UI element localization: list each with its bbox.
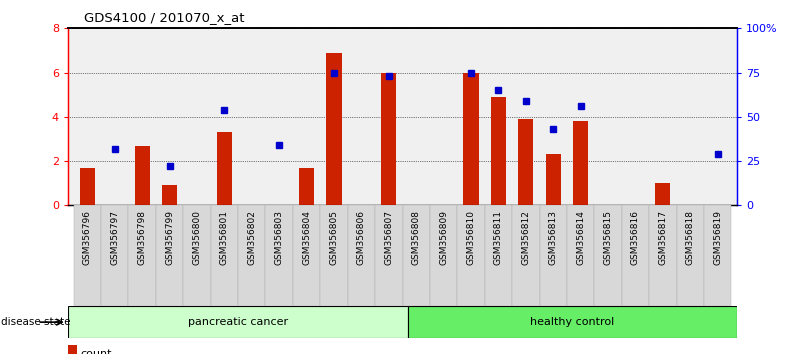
Bar — [594, 205, 622, 306]
Text: pancreatic cancer: pancreatic cancer — [188, 317, 288, 327]
Text: healthy control: healthy control — [530, 317, 614, 327]
Bar — [375, 205, 403, 306]
Bar — [183, 205, 211, 306]
Text: GSM356811: GSM356811 — [494, 210, 503, 266]
Bar — [408, 306, 737, 338]
Text: GSM356798: GSM356798 — [138, 210, 147, 266]
Bar — [217, 132, 231, 205]
Text: GSM356796: GSM356796 — [83, 210, 92, 266]
Bar — [299, 168, 314, 205]
Bar — [162, 185, 177, 205]
Bar — [622, 205, 649, 306]
Bar — [457, 205, 485, 306]
Bar — [68, 306, 408, 338]
Bar — [655, 183, 670, 205]
Text: GSM356806: GSM356806 — [357, 210, 366, 266]
Bar — [68, 344, 77, 354]
Text: GSM356814: GSM356814 — [576, 210, 586, 265]
Bar — [128, 205, 156, 306]
Bar — [704, 205, 731, 306]
Bar — [491, 97, 506, 205]
Bar — [156, 205, 183, 306]
Bar — [135, 145, 150, 205]
Bar — [574, 121, 588, 205]
Text: GSM356817: GSM356817 — [658, 210, 667, 266]
Text: GSM356801: GSM356801 — [219, 210, 229, 266]
Bar — [80, 168, 95, 205]
Text: GSM356812: GSM356812 — [521, 210, 530, 265]
Text: GSM356809: GSM356809 — [439, 210, 448, 266]
Text: GDS4100 / 201070_x_at: GDS4100 / 201070_x_at — [84, 11, 244, 24]
Bar — [320, 205, 348, 306]
Text: GSM356800: GSM356800 — [192, 210, 201, 266]
Text: GSM356816: GSM356816 — [631, 210, 640, 266]
Bar — [211, 205, 238, 306]
Text: GSM356799: GSM356799 — [165, 210, 174, 266]
Bar — [293, 205, 320, 306]
Bar — [518, 119, 533, 205]
Bar — [567, 205, 594, 306]
Text: GSM356797: GSM356797 — [111, 210, 119, 266]
Bar — [381, 73, 396, 205]
Text: GSM356810: GSM356810 — [466, 210, 476, 266]
Text: GSM356805: GSM356805 — [329, 210, 339, 266]
Bar — [348, 205, 375, 306]
Bar — [238, 205, 265, 306]
Bar — [649, 205, 677, 306]
Text: GSM356808: GSM356808 — [412, 210, 421, 266]
Bar — [512, 205, 540, 306]
Text: GSM356802: GSM356802 — [248, 210, 256, 265]
Text: GSM356807: GSM356807 — [384, 210, 393, 266]
Text: GSM356819: GSM356819 — [713, 210, 723, 266]
Bar — [74, 205, 101, 306]
Bar — [101, 205, 128, 306]
Text: GSM356804: GSM356804 — [302, 210, 311, 265]
Text: GSM356815: GSM356815 — [604, 210, 613, 266]
Bar — [545, 154, 561, 205]
Bar — [485, 205, 512, 306]
Text: count: count — [80, 348, 111, 354]
Bar — [403, 205, 430, 306]
Bar — [677, 205, 704, 306]
Text: GSM356803: GSM356803 — [275, 210, 284, 266]
Bar — [464, 73, 478, 205]
Bar — [430, 205, 457, 306]
Bar — [265, 205, 293, 306]
Text: disease state: disease state — [1, 317, 70, 327]
Bar — [327, 53, 341, 205]
Text: GSM356818: GSM356818 — [686, 210, 694, 266]
Bar — [540, 205, 567, 306]
Text: GSM356813: GSM356813 — [549, 210, 557, 266]
